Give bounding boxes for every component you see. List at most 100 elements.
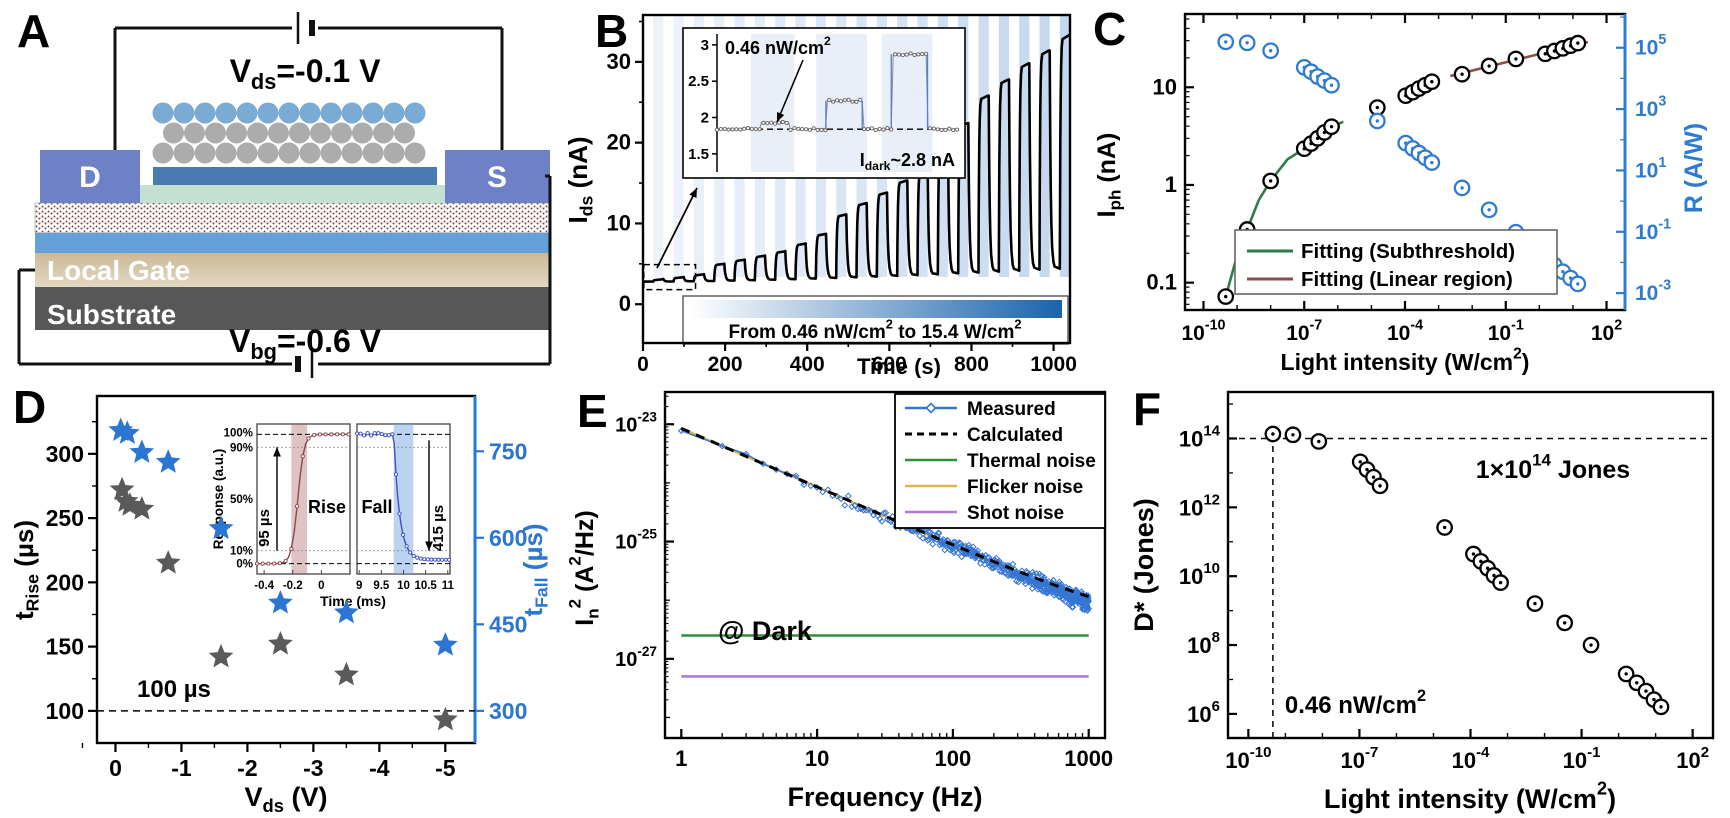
panel-d-letter: D	[13, 381, 47, 433]
svg-text:300: 300	[489, 698, 527, 724]
svg-text:Rise: Rise	[308, 497, 346, 517]
svg-text:Light intensity (W/cm2): Light intensity (W/cm2)	[1324, 778, 1616, 815]
svg-text:415 µs: 415 µs	[430, 505, 447, 551]
svg-text:100%: 100%	[224, 427, 253, 439]
svg-text:200: 200	[708, 353, 743, 376]
svg-text:100: 100	[935, 746, 972, 771]
svg-text:300: 300	[46, 441, 84, 467]
svg-text:0: 0	[109, 755, 122, 781]
svg-text:2.5: 2.5	[688, 73, 709, 90]
svg-text:2: 2	[701, 110, 709, 127]
svg-text:Fall: Fall	[361, 497, 392, 517]
svg-text:450: 450	[489, 611, 527, 637]
noise-spectrum-chart: 1 10 100 1000 10-27 10-25 10-23 @ Dark Measured C…	[566, 390, 1113, 812]
svg-text:Light intensity (W/cm2): Light intensity (W/cm2)	[1281, 346, 1530, 376]
svg-text:108: 108	[1187, 629, 1220, 658]
svg-text:800: 800	[954, 353, 989, 376]
svg-text:S: S	[487, 161, 507, 194]
svg-text:1: 1	[675, 746, 687, 771]
svg-text:Idark~2.8 nA: Idark~2.8 nA	[860, 150, 955, 173]
svg-text:0%: 0%	[236, 559, 253, 571]
svg-text:1000: 1000	[1064, 746, 1113, 771]
svg-text:Iph (nA): Iph (nA)	[1093, 133, 1125, 218]
svg-text:101: 101	[1635, 155, 1666, 183]
svg-text:10-7: 10-7	[1341, 744, 1379, 773]
svg-text:Time (ms): Time (ms)	[320, 593, 386, 609]
svg-text:Measured: Measured	[967, 399, 1056, 420]
svg-text:10-4: 10-4	[1387, 318, 1423, 346]
time-trace-chart: From 0.46 nW/cm2 to 15.4 W/cm2 1.5 2 2.5 3 0.…	[565, 13, 1077, 378]
svg-text:From 0.46 nW/cm2 to 15.4 W/cm2: From 0.46 nW/cm2 to 15.4 W/cm2	[728, 317, 1021, 344]
panel-e-letter: E	[577, 385, 608, 437]
svg-text:-0.2: -0.2	[283, 580, 303, 592]
svg-text:Time (s): Time (s)	[857, 354, 941, 378]
svg-text:-3: -3	[303, 755, 323, 781]
svg-text:10-10: 10-10	[1225, 744, 1271, 773]
svg-text:50%: 50%	[230, 494, 253, 506]
panel-f: F 10-10 10-7 10-4 10-1 102 106 108 1010 1012 1014…	[1123, 378, 1730, 818]
svg-text:Flicker noise: Flicker noise	[967, 477, 1083, 498]
svg-text:10: 10	[1153, 74, 1177, 99]
svg-text:20: 20	[607, 130, 631, 155]
rise-fall-time-chart: 0 -1 -2 -3 -4 -510015020025030030045060075010…	[9, 394, 552, 816]
svg-text:106: 106	[1187, 698, 1220, 727]
svg-text:102: 102	[1676, 744, 1709, 773]
photocurrent-responsivity-chart: 10-10 10-7 10-4 10-1 102 0.1 1 10 105 103 101 10-1 1…	[1093, 12, 1708, 376]
svg-text:0: 0	[619, 291, 631, 316]
svg-text:0: 0	[637, 353, 649, 376]
svg-text:Vds (V): Vds (V)	[245, 782, 328, 816]
svg-text:1014: 1014	[1179, 422, 1221, 451]
svg-text:Vbg=-0.6 V: Vbg=-0.6 V	[229, 323, 382, 364]
svg-text:Fitting (Linear region): Fitting (Linear region)	[1301, 268, 1513, 291]
svg-text:95 µs: 95 µs	[256, 509, 273, 547]
panel-f-letter: F	[1133, 383, 1162, 435]
svg-text:10.5: 10.5	[414, 580, 437, 592]
svg-text:1010: 1010	[1179, 560, 1220, 589]
panel-a-letter: A	[17, 5, 51, 57]
svg-text:1.5: 1.5	[688, 146, 709, 163]
svg-text:750: 750	[489, 438, 527, 464]
svg-text:0.46 nW/cm2: 0.46 nW/cm2	[1285, 687, 1426, 719]
svg-text:-1: -1	[171, 755, 192, 781]
svg-text:In2 (A2/Hz): In2 (A2/Hz)	[566, 510, 603, 625]
svg-text:-5: -5	[435, 755, 456, 781]
svg-text:10-25: 10-25	[615, 527, 657, 554]
device-schematic: D S Local Gate Substrate Vds=-0.1 V Vbg=-0.6 …	[17, 12, 552, 378]
svg-text:1000: 1000	[1030, 353, 1077, 376]
svg-text:400: 400	[790, 353, 825, 376]
svg-text:-0.4: -0.4	[254, 580, 274, 592]
svg-text:10: 10	[805, 746, 829, 771]
svg-text:10%: 10%	[230, 546, 253, 558]
svg-text:100: 100	[46, 698, 84, 724]
svg-text:10-23: 10-23	[615, 409, 657, 436]
svg-text:103: 103	[1635, 94, 1666, 122]
svg-text:9: 9	[356, 580, 362, 592]
svg-text:10: 10	[607, 210, 631, 235]
svg-text:600: 600	[489, 525, 527, 551]
svg-text:10: 10	[397, 580, 410, 592]
svg-text:102: 102	[1591, 318, 1622, 346]
svg-text:10-1: 10-1	[1488, 318, 1524, 346]
svg-text:11: 11	[442, 580, 455, 592]
panel-e: E 1 10 100 1000 10-27 10-25 10-23 @ Dark Measure…	[565, 378, 1123, 818]
svg-text:10-3: 10-3	[1635, 278, 1671, 306]
svg-text:10-7: 10-7	[1286, 318, 1322, 346]
detectivity-chart: 10-10 10-7 10-4 10-1 102 106 108 1010 1012 1014 1×…	[1129, 390, 1715, 815]
panel-b-letter: B	[595, 5, 629, 57]
svg-text:0.46 nW/cm2: 0.46 nW/cm2	[725, 34, 831, 58]
panel-c: C 10-10 10-7 10-4 10-1 102 0.1 1 10 105 103 101 10-…	[1085, 0, 1730, 378]
svg-text:90%: 90%	[230, 442, 253, 454]
panel-b: B From 0.46 nW/cm2 to 15.4 W/cm2 1.5 2 2.5 3…	[565, 0, 1083, 378]
svg-text:D* (Jones): D* (Jones)	[1129, 498, 1159, 632]
svg-text:-2: -2	[237, 755, 257, 781]
svg-text:Fitting (Subthreshold): Fitting (Subthreshold)	[1301, 240, 1515, 263]
panel-a: A D S Local Gate Substrate Vds=-0.1 V Vbg=-0.…	[5, 0, 563, 378]
svg-text:@ Dark: @ Dark	[718, 616, 813, 646]
svg-text:Shot noise: Shot noise	[967, 503, 1064, 524]
svg-text:10-4: 10-4	[1452, 744, 1490, 773]
svg-text:Substrate: Substrate	[47, 299, 176, 330]
svg-text:10-27: 10-27	[615, 644, 657, 671]
svg-text:1: 1	[1165, 172, 1177, 197]
svg-text:D: D	[79, 161, 101, 194]
